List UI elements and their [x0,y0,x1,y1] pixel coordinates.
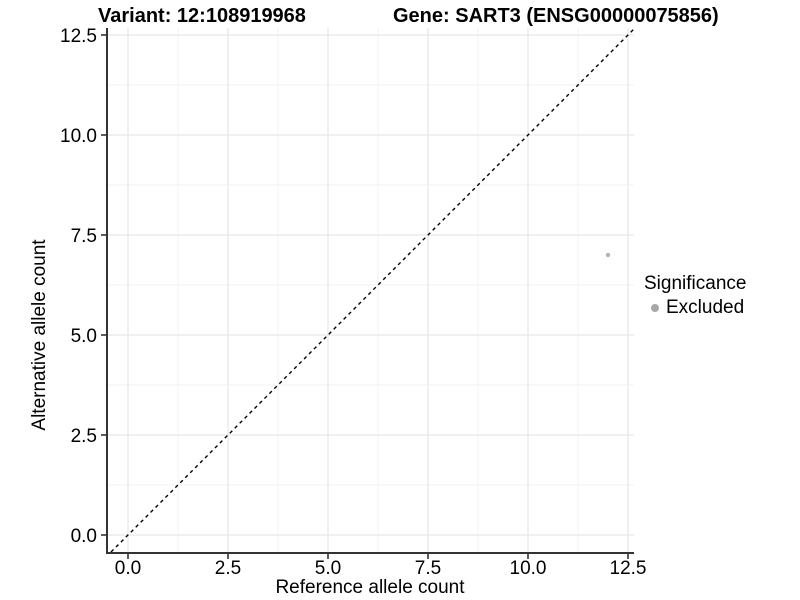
x-tick-label: 0.0 [115,558,141,579]
y-tick-label: 0.0 [71,526,97,547]
plot-title-variant: Variant: 12:108919968 [98,5,306,27]
x-axis-title-text: Reference allele count [275,577,465,598]
y-axis-title: Alternative allele count [29,239,50,431]
y-tick-label: 7.5 [71,226,97,247]
data-point [605,252,611,258]
legend-title: Significance [644,273,747,294]
x-tick-label: 10.0 [510,558,547,579]
legend: Significance Excluded [644,272,746,319]
legend-item-excluded: Excluded [644,296,746,319]
legend-item-label: Excluded [666,297,745,318]
plot-title-gene: Gene: SART3 (ENSG00000075856) [393,5,719,27]
y-tick-label: 10.0 [60,126,97,147]
x-tick-label: 2.5 [215,558,241,579]
y-tick-label: 5.0 [71,326,97,347]
y-tick-label: 12.5 [60,26,97,47]
x-tick-label: 7.5 [415,558,441,579]
x-tick-label: 12.5 [610,558,647,579]
excluded-dot-icon [651,303,659,312]
x-axis-title: Reference allele count [0,577,740,599]
legend-key [644,303,666,312]
x-tick-label: 5.0 [315,558,341,579]
y-tick-label: 2.5 [71,426,97,447]
identity-reference-line [110,28,635,553]
